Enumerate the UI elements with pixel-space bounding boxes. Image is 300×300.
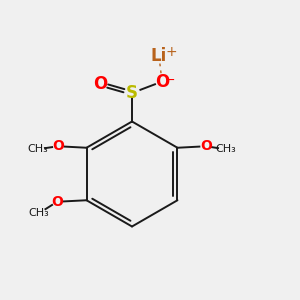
Text: −: − xyxy=(165,74,176,87)
Text: O: O xyxy=(200,139,212,153)
Text: O: O xyxy=(155,73,169,91)
Text: Li: Li xyxy=(151,47,167,65)
Text: S: S xyxy=(126,84,138,102)
Text: O: O xyxy=(51,195,63,209)
Text: +: + xyxy=(165,46,177,59)
Text: O: O xyxy=(52,139,64,153)
Text: CH₃: CH₃ xyxy=(27,144,48,154)
Text: CH₃: CH₃ xyxy=(29,208,50,218)
Text: CH₃: CH₃ xyxy=(215,144,236,154)
Text: O: O xyxy=(93,75,108,93)
